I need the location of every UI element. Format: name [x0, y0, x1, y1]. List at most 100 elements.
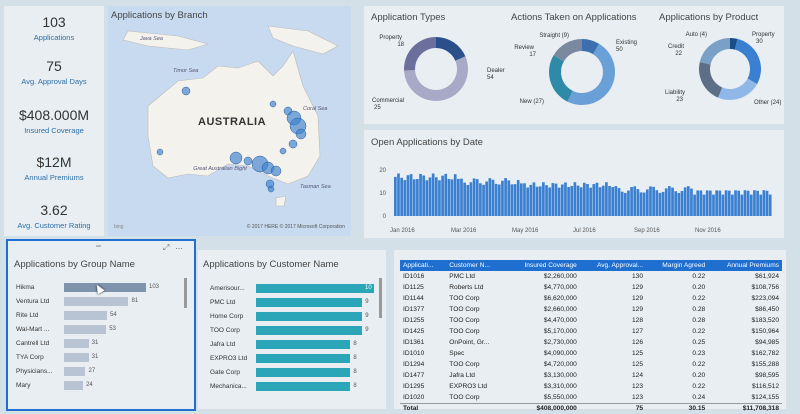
date-column[interactable]: [753, 190, 756, 216]
date-column[interactable]: [567, 186, 570, 216]
scrollbar[interactable]: [184, 278, 187, 308]
date-column[interactable]: [617, 188, 621, 216]
table-row[interactable]: ID1144 TOO Corp $6,620,000 129 0.22 $223,094: [400, 293, 782, 304]
date-column[interactable]: [532, 182, 536, 216]
date-column[interactable]: [482, 184, 485, 216]
table-row[interactable]: ID1295 EXPRO3 Ltd $3,310,000 123 0.22 $116,51…: [400, 381, 782, 392]
date-column[interactable]: [548, 187, 552, 216]
date-column[interactable]: [740, 194, 744, 216]
bar[interactable]: [256, 354, 351, 363]
donut-slice[interactable]: [549, 55, 573, 102]
date-column[interactable]: [523, 183, 526, 216]
column-header[interactable]: Avg. Approval...: [579, 260, 647, 271]
date-column[interactable]: [595, 182, 599, 216]
date-column[interactable]: [642, 192, 646, 216]
donut-slice[interactable]: [582, 39, 600, 55]
date-column[interactable]: [438, 180, 441, 216]
date-column[interactable]: [749, 194, 753, 216]
date-column[interactable]: [412, 179, 416, 216]
date-column[interactable]: [419, 173, 422, 216]
date-column[interactable]: [661, 191, 665, 216]
donut-slice[interactable]: [718, 78, 758, 100]
date-column[interactable]: [497, 184, 501, 216]
date-column[interactable]: [453, 174, 457, 216]
date-column[interactable]: [400, 177, 403, 216]
panel-menu-icon[interactable]: ⋯: [175, 244, 183, 253]
bar[interactable]: [64, 325, 107, 334]
date-column[interactable]: [759, 194, 763, 216]
column-header[interactable]: Customer N...: [446, 260, 506, 271]
bar[interactable]: [256, 298, 363, 307]
bar[interactable]: [256, 368, 351, 377]
date-column[interactable]: [444, 173, 448, 216]
date-column[interactable]: [762, 190, 766, 216]
date-column[interactable]: [636, 189, 640, 216]
donut-slice[interactable]: [404, 56, 468, 101]
date-column[interactable]: [526, 187, 529, 216]
date-column[interactable]: [579, 187, 583, 216]
date-column[interactable]: [655, 190, 659, 216]
date-column[interactable]: [542, 182, 545, 216]
date-column[interactable]: [690, 188, 693, 216]
date-column[interactable]: [463, 182, 466, 216]
date-column[interactable]: [589, 187, 592, 216]
date-column[interactable]: [768, 194, 772, 216]
date-column[interactable]: [727, 190, 731, 216]
table-row[interactable]: ID1294 TOO Corp $4,720,000 125 0.22 $155,288: [400, 359, 782, 370]
bar[interactable]: [256, 312, 363, 321]
date-column[interactable]: [705, 190, 709, 216]
date-column[interactable]: [504, 178, 507, 216]
donut-slice[interactable]: [404, 37, 436, 71]
date-column[interactable]: [485, 181, 489, 216]
date-column[interactable]: [724, 190, 728, 216]
date-column[interactable]: [712, 194, 715, 216]
date-column[interactable]: [520, 183, 523, 216]
date-column[interactable]: [586, 184, 589, 216]
date-column[interactable]: [674, 191, 678, 216]
date-column[interactable]: [601, 185, 605, 216]
date-column[interactable]: [460, 178, 463, 216]
bar[interactable]: [64, 283, 146, 292]
date-column[interactable]: [529, 184, 533, 216]
date-column[interactable]: [583, 182, 586, 216]
table-row[interactable]: ID1010 Spec $4,090,000 125 0.23 $162,782: [400, 348, 782, 359]
table-row[interactable]: ID1020 TOO Corp $5,550,000 123 0.24 $124,155: [400, 392, 782, 403]
date-column[interactable]: [557, 187, 561, 216]
column-header[interactable]: Insured Coverage: [505, 260, 580, 271]
date-column[interactable]: [699, 190, 703, 216]
date-column[interactable]: [431, 173, 435, 216]
date-column[interactable]: [702, 194, 706, 216]
date-column[interactable]: [425, 180, 429, 216]
table-row[interactable]: ID1125 Roberts Ltd $4,770,000 129 0.20 $108,7…: [400, 282, 782, 293]
date-column[interactable]: [668, 186, 671, 216]
date-column[interactable]: [746, 190, 750, 216]
table-row[interactable]: ID1377 TOO Corp $2,660,000 129 0.28 $86,450: [400, 304, 782, 315]
date-column[interactable]: [715, 190, 718, 216]
date-column[interactable]: [693, 194, 696, 216]
bar[interactable]: [256, 340, 351, 349]
table-row[interactable]: ID1425 TOO Corp $5,170,000 127 0.22 $150,964: [400, 326, 782, 337]
date-column[interactable]: [513, 184, 517, 216]
date-column[interactable]: [649, 186, 652, 216]
date-column[interactable]: [756, 190, 759, 216]
date-column[interactable]: [623, 192, 627, 216]
donut-slice[interactable]: [699, 38, 730, 65]
donut-slice[interactable]: [699, 61, 723, 98]
date-column[interactable]: [560, 184, 564, 216]
date-column[interactable]: [501, 180, 504, 216]
date-column[interactable]: [472, 178, 476, 216]
date-column[interactable]: [605, 182, 608, 216]
applications-table[interactable]: Applicati... Customer N... Insured Coverag…: [400, 260, 782, 414]
date-column[interactable]: [683, 187, 687, 216]
date-column[interactable]: [718, 190, 722, 216]
date-column[interactable]: [627, 190, 630, 216]
date-column[interactable]: [551, 183, 555, 216]
date-column[interactable]: [677, 192, 681, 216]
bar[interactable]: [256, 326, 363, 335]
bar[interactable]: [256, 382, 351, 391]
bar[interactable]: [64, 297, 129, 306]
date-column[interactable]: [646, 189, 649, 216]
date-column[interactable]: [765, 190, 769, 216]
date-column[interactable]: [658, 192, 662, 216]
date-column[interactable]: [475, 179, 479, 216]
